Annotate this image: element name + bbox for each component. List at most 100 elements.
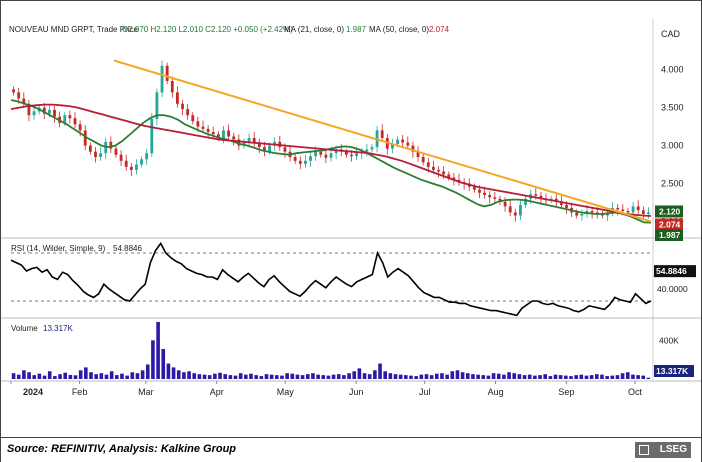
x-tick-label: May [277,387,295,397]
ticker-title: NOUVEAU MND GRPT, Trade Price [9,25,138,34]
candle-body [421,157,425,163]
candle-body [196,121,200,127]
x-tick-label: 2024 [23,387,43,397]
volume-bar [481,375,486,379]
candle-body [222,130,225,138]
candle-body [160,65,164,93]
volume-bar [269,374,274,379]
volume-bar [440,373,444,379]
ma-line [10,103,652,217]
volume-bar [316,374,320,379]
candle-body [206,128,210,132]
volume-bar [522,375,527,379]
candle-body [437,169,440,172]
candle-body [94,151,97,157]
candle-body [314,151,318,157]
candle-body [42,107,46,114]
candle-body [150,119,154,154]
volume-bar [507,372,511,379]
price-tag [655,229,683,241]
x-tick-label: Oct [628,387,643,397]
volume-bar [166,363,171,379]
volume-bar [73,375,78,379]
volume-bar [383,371,387,379]
volume-bar [625,372,630,379]
price-tag-label: 1.987 [659,230,681,240]
volume-bar [460,372,465,379]
volume-bar [249,373,253,379]
lseg-logo: LSEG [635,442,691,458]
volume-bar [564,375,568,379]
legend-labels: NOUVEAU MND GRPT, Trade Price O2.070 H2.… [9,25,681,39]
volume-bar [228,375,233,379]
candle-body [129,166,133,170]
candle-body [232,136,236,140]
candle-body [263,147,266,152]
candle-body [68,115,72,119]
price-panel [10,59,652,224]
candle-body [621,209,625,211]
volume-bar [476,374,480,379]
volume-bar [558,375,563,379]
volume-bar [300,375,305,379]
candle-body [647,212,650,214]
volume-bar [244,374,248,379]
candle-body [329,153,333,158]
candle-body [83,130,87,146]
volume-bar [104,374,109,379]
candle-body [170,81,174,93]
volume-bar [295,374,300,379]
candle-body [155,92,159,119]
volume-bar [450,371,455,379]
volume-bar [68,374,73,379]
volume-bar [290,373,295,379]
candle-body [12,89,15,93]
candle-body [365,149,369,152]
footer-bar: Source: REFINITIV, Analysis: Kalkine Gro… [1,437,701,462]
volume-bar [579,374,584,379]
volume-bar [78,370,83,379]
volume-value: 13.317K [43,324,73,333]
candle-body [355,153,359,157]
volume-bar [109,371,114,379]
volume-bar [53,376,57,379]
volume-bar [600,374,604,379]
candle-body [78,124,82,131]
candle-body [396,139,399,145]
volume-bar [135,373,140,379]
candle-body [268,145,271,152]
volume-bar [486,375,491,379]
candle-body [319,151,323,155]
candle-body [534,194,538,196]
candle-body [109,141,113,149]
volume-bar [378,363,382,379]
x-tick-label: Mar [138,387,154,397]
volume-bar [171,367,176,379]
candle-body [503,201,507,207]
volume-bar [589,375,594,379]
candle-body [493,197,497,199]
price-tag-label: 2.074 [659,219,681,229]
volume-bar [120,373,124,379]
ma50-value: 2.074 [429,25,450,34]
volume-bar [429,375,434,379]
candle-body [580,214,584,216]
volume-tag-label: 13.317K [656,366,689,376]
volume-bar [414,376,418,379]
candle-body [559,201,563,205]
x-tick-label: Jul [419,387,431,397]
candle-body [17,92,21,99]
candle-body [257,142,261,148]
volume-bar [398,374,403,379]
candle-body [636,206,640,211]
volume-bar [543,374,547,379]
rsi-panel: RSI (14, Wilder, Simple, 9) 54.8846 [10,241,652,317]
axes: 2024 Feb Mar Apr May Jun Jul Aug Sep Oct 4.000 3.50… [10,65,696,397]
volume-bar [409,375,413,379]
candle-body [298,160,302,164]
volume-bar [11,373,16,379]
volume-bar [424,374,429,379]
candle-body [478,189,481,193]
candle-body [53,109,56,117]
volume-bar [89,372,93,379]
